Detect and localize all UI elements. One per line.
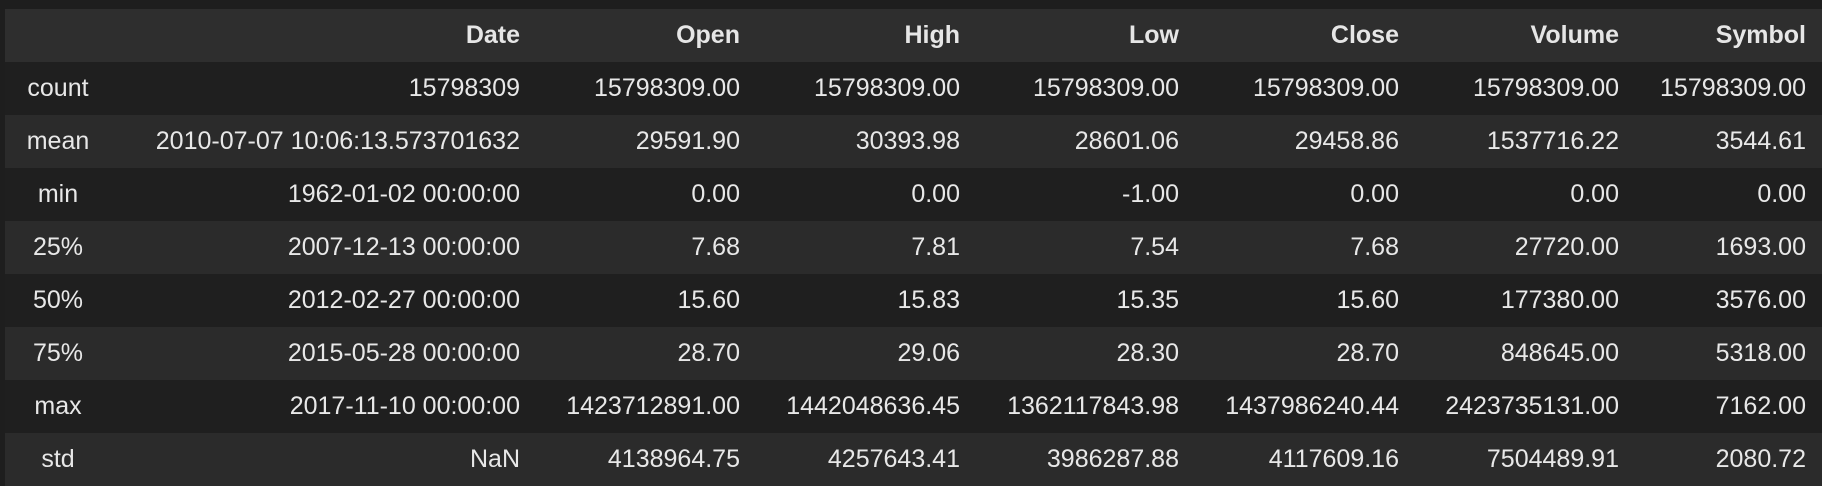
cell-date: 2010-07-07 10:06:13.573701632 [155,127,520,155]
cell-symbol: 0.00 [1757,180,1806,208]
table-row: 75% 2015-05-28 00:00:00 28.70 29.06 28.30 28.… [5,327,1822,380]
cell-volume: 7504489.91 [1486,445,1619,473]
cell-low: 15798309.00 [1033,74,1179,102]
column-header-symbol: Symbol [1635,9,1822,62]
table-row: 50% 2012-02-27 00:00:00 15.60 15.83 15.35 15.… [5,274,1822,327]
cell-open: 0.00 [691,180,740,208]
cell-low: 15.35 [1116,286,1179,314]
cell-close: 4117609.16 [1268,445,1399,473]
cell-open: 28.70 [677,339,740,367]
table-body: count 15798309 15798309.00 15798309.00 15798… [5,62,1822,486]
cell-low: 3986287.88 [1046,445,1179,473]
describe-table: Date Open High Low Close Volume Symbol c… [5,9,1822,486]
cell-open: 7.68 [691,233,740,261]
cell-volume: 15798309.00 [1473,74,1619,102]
cell-close: 7.68 [1350,233,1399,261]
cell-close: 0.00 [1350,180,1399,208]
table-row: max 2017-11-10 00:00:00 1423712891.00 14420… [5,380,1822,433]
cell-symbol: 15798309.00 [1660,74,1806,102]
row-index-label: 50% [32,286,84,314]
cell-symbol: 2080.72 [1715,445,1806,473]
column-header-close: Close [1195,9,1415,62]
cell-date: 2007-12-13 00:00:00 [287,233,520,261]
row-index-label: min [37,180,79,208]
cell-low: 28601.06 [1074,127,1179,155]
cell-date: NaN [469,445,520,473]
cell-date: 1962-01-02 00:00:00 [287,180,520,208]
table-row: count 15798309 15798309.00 15798309.00 15798… [5,62,1822,115]
cell-close: 15798309.00 [1253,74,1399,102]
index-header [5,9,111,62]
cell-high: 0.00 [911,180,960,208]
cell-high: 30393.98 [855,127,960,155]
cell-high: 15.83 [897,286,960,314]
cell-low: 7.54 [1130,233,1179,261]
table-row: min 1962-01-02 00:00:00 0.00 0.00 -1.00 0.00 0… [5,168,1822,221]
cell-volume: 2423735131.00 [1445,392,1619,420]
cell-high: 1442048636.45 [786,392,960,420]
column-header-volume: Volume [1415,9,1635,62]
cell-symbol: 3576.00 [1715,286,1806,314]
column-header-date: Date [111,9,536,62]
cell-high: 15798309.00 [814,74,960,102]
row-index-label: max [34,392,82,420]
cell-symbol: 1693.00 [1715,233,1806,261]
cell-symbol: 5318.00 [1715,339,1806,367]
cell-symbol: 7162.00 [1715,392,1806,420]
column-header-open: Open [536,9,756,62]
cell-high: 29.06 [897,339,960,367]
cell-volume: 177380.00 [1500,286,1619,314]
cell-date: 2015-05-28 00:00:00 [287,339,520,367]
table-row: mean 2010-07-07 10:06:13.573701632 29591.9… [5,115,1822,168]
cell-symbol: 3544.61 [1715,127,1806,155]
row-index-label: mean [26,127,90,155]
cell-high: 7.81 [911,233,960,261]
cell-open: 4138964.75 [607,445,740,473]
cell-open: 15.60 [677,286,740,314]
table-row: std NaN 4138964.75 4257643.41 3986287.88 4117… [5,433,1822,486]
cell-close: 28.70 [1336,339,1399,367]
row-index-label: 75% [32,339,84,367]
cell-date: 2017-11-10 00:00:00 [289,392,520,420]
cell-open: 1423712891.00 [566,392,740,420]
cell-date: 15798309 [408,74,520,102]
cell-close: 15.60 [1336,286,1399,314]
cell-open: 15798309.00 [594,74,740,102]
cell-high: 4257643.41 [827,445,960,473]
column-header-high: High [756,9,976,62]
cell-low: -1.00 [1122,180,1179,208]
row-index-label: count [27,74,89,102]
cell-low: 28.30 [1116,339,1179,367]
cell-volume: 848645.00 [1500,339,1619,367]
cell-volume: 27720.00 [1514,233,1619,261]
cell-close: 29458.86 [1294,127,1399,155]
table-row: 25% 2007-12-13 00:00:00 7.68 7.81 7.54 7.68 27… [5,221,1822,274]
cell-volume: 0.00 [1570,180,1619,208]
cell-date: 2012-02-27 00:00:00 [287,286,520,314]
cell-low: 1362117843.98 [1007,392,1179,420]
table-header-row: Date Open High Low Close Volume Symbol [5,9,1822,62]
cell-volume: 1537716.22 [1486,127,1619,155]
cell-close: 1437986240.44 [1225,392,1399,420]
column-header-low: Low [976,9,1195,62]
row-index-label: std [41,445,75,473]
cell-open: 29591.90 [635,127,740,155]
row-index-label: 25% [32,233,84,261]
